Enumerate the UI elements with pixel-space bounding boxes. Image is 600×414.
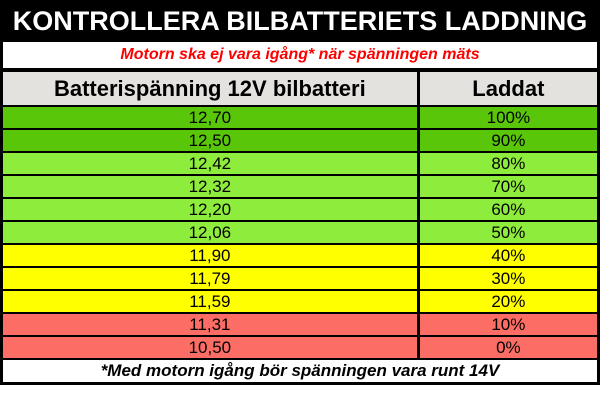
- voltage-cell: 12,32: [1, 175, 419, 199]
- charge-cell: 0%: [416, 336, 599, 360]
- col-header-charge: Laddat: [416, 70, 599, 107]
- charge-cell: 40%: [416, 244, 599, 268]
- charge-cell: 70%: [416, 175, 599, 199]
- table-row: 11,31 10%: [1, 313, 599, 337]
- voltage-cell: 12,20: [1, 198, 419, 222]
- table-row: 12,32 70%: [1, 175, 599, 199]
- voltage-cell: 11,79: [1, 267, 419, 291]
- battery-voltage-table: Batterispänning 12V bilbatteri Laddat 12…: [0, 68, 600, 360]
- voltage-cell: 11,31: [1, 313, 419, 337]
- charge-cell: 10%: [416, 313, 599, 337]
- table-row: 12,42 80%: [1, 152, 599, 176]
- table-row: 11,79 30%: [1, 267, 599, 291]
- charge-cell: 100%: [416, 106, 599, 130]
- charge-cell: 60%: [416, 198, 599, 222]
- table-row: 12,70 100%: [1, 106, 599, 130]
- footnote: *Med motorn igång bör spänningen vara ru…: [0, 360, 600, 385]
- voltage-cell: 12,70: [1, 106, 419, 130]
- voltage-cell: 12,42: [1, 152, 419, 176]
- table-header-row: Batterispänning 12V bilbatteri Laddat: [1, 70, 599, 107]
- table-row: 11,59 20%: [1, 290, 599, 314]
- charge-cell: 90%: [416, 129, 599, 153]
- table-row: 12,50 90%: [1, 129, 599, 153]
- warning-note: Motorn ska ej vara igång* när spänningen…: [0, 42, 600, 68]
- page-title: KONTROLLERA BILBATTERIETS LADDNING: [12, 5, 588, 36]
- charge-cell: 50%: [416, 221, 599, 245]
- warning-note-text: Motorn ska ej vara igång* när spänningen…: [120, 46, 480, 63]
- table-row: 10,50 0%: [1, 336, 599, 360]
- charge-cell: 80%: [416, 152, 599, 176]
- voltage-cell: 12,50: [1, 129, 419, 153]
- table-body: 12,70 100% 12,50 90% 12,42 80% 12,32 70% 12,20 60…: [1, 106, 599, 360]
- voltage-cell: 12,06: [1, 221, 419, 245]
- bottom-margin: [0, 385, 600, 414]
- col-header-voltage: Batterispänning 12V bilbatteri: [1, 70, 419, 107]
- table-row: 11,90 40%: [1, 244, 599, 268]
- charge-cell: 30%: [416, 267, 599, 291]
- voltage-cell: 11,90: [1, 244, 419, 268]
- footnote-text: *Med motorn igång bör spänningen vara ru…: [100, 361, 500, 380]
- voltage-cell: 11,59: [1, 290, 419, 314]
- voltage-cell: 10,50: [1, 336, 419, 360]
- table-row: 12,06 50%: [1, 221, 599, 245]
- table-header: Batterispänning 12V bilbatteri Laddat: [1, 70, 599, 107]
- table-row: 12,20 60%: [1, 198, 599, 222]
- charge-cell: 20%: [416, 290, 599, 314]
- title-bar: KONTROLLERA BILBATTERIETS LADDNING: [0, 0, 600, 42]
